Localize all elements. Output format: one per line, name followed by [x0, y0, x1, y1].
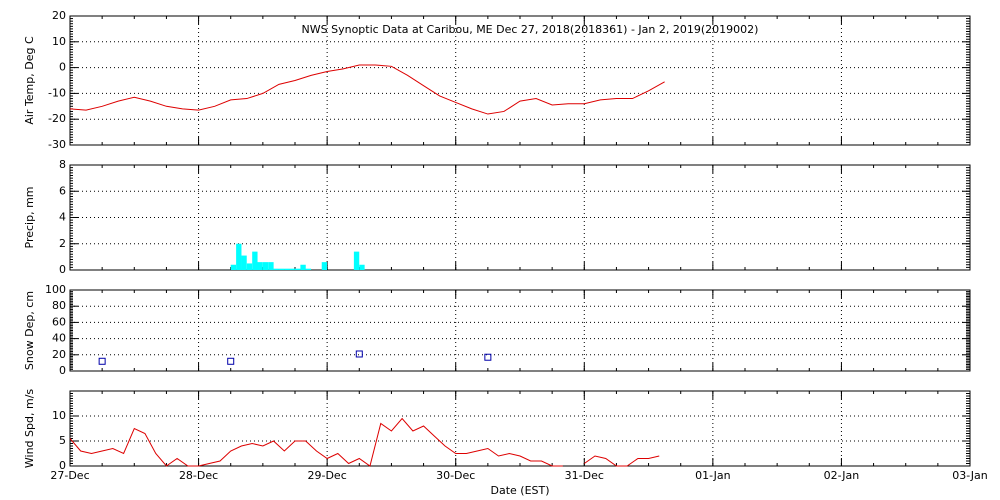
chart-title: NWS Synoptic Data at Caribou, ME Dec 27,… — [302, 23, 759, 36]
y-tick-label: 10 — [52, 35, 66, 48]
x-axis-label: Date (EST) — [490, 484, 549, 497]
bar — [321, 262, 328, 270]
data-line — [69, 64, 665, 115]
point — [355, 350, 363, 358]
bar — [289, 268, 295, 270]
plot-frame — [69, 390, 971, 467]
y-tick-label: 20 — [52, 348, 66, 361]
bar — [295, 268, 301, 270]
point — [98, 357, 106, 365]
y-tick-label: 0 — [59, 364, 66, 377]
y-tick-label: -30 — [48, 138, 66, 151]
data-line — [69, 417, 660, 467]
y-tick-label: 0 — [59, 61, 66, 74]
bar — [278, 268, 285, 270]
bar — [268, 262, 274, 270]
bar — [262, 262, 269, 270]
y-tick-label: 60 — [52, 315, 66, 328]
bar — [230, 264, 237, 270]
y-tick-label: -20 — [48, 112, 66, 125]
x-tick-label: 03-Jan — [952, 469, 988, 482]
y-tick-label: 2 — [59, 237, 66, 250]
bar — [241, 255, 247, 270]
bar — [353, 251, 360, 270]
x-tick-label: 30-Dec — [436, 469, 475, 482]
y-axis-label: Wind Spd, m/s — [23, 389, 36, 469]
bar — [300, 264, 306, 270]
bar — [252, 251, 258, 270]
point — [484, 353, 492, 361]
y-tick-label: 4 — [59, 211, 66, 224]
y-tick-label: 20 — [52, 9, 66, 22]
y-axis-label: Precip, mm — [23, 187, 36, 249]
x-tick-label: 02-Jan — [824, 469, 860, 482]
bar — [236, 243, 242, 270]
plot-frame — [69, 289, 971, 372]
x-tick-label: 28-Dec — [179, 469, 218, 482]
y-tick-label: 5 — [59, 434, 66, 447]
x-tick-label: 29-Dec — [308, 469, 347, 482]
bar — [257, 262, 263, 270]
y-tick-label: 100 — [45, 283, 66, 296]
y-tick-label: 10 — [52, 409, 66, 422]
bar — [359, 264, 365, 270]
y-tick-label: 40 — [52, 332, 66, 345]
point — [227, 357, 235, 365]
y-tick-label: 0 — [59, 263, 66, 276]
bar — [305, 268, 312, 270]
y-axis-label: Air Temp, Deg C — [23, 36, 36, 125]
x-tick-label: 31-Dec — [565, 469, 604, 482]
y-tick-label: 0 — [59, 459, 66, 472]
bar — [284, 268, 290, 270]
y-axis-label: Snow Dep, cm — [23, 291, 36, 370]
y-tick-label: 8 — [59, 158, 66, 171]
bar — [246, 263, 253, 270]
x-tick-label: 01-Jan — [695, 469, 731, 482]
bar — [273, 268, 279, 270]
x-tick-label: 27-Dec — [50, 469, 89, 482]
y-tick-label: -10 — [48, 86, 66, 99]
y-tick-label: 80 — [52, 299, 66, 312]
y-tick-label: 6 — [59, 184, 66, 197]
